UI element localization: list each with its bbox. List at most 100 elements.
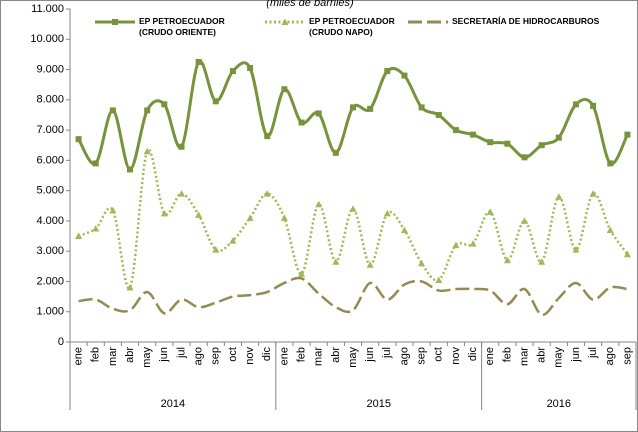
marker <box>555 193 563 200</box>
marker <box>607 160 614 167</box>
marker <box>315 110 322 117</box>
x-tick-label: feb <box>501 347 513 362</box>
x-tick-label: mar <box>107 347 119 366</box>
y-tick-label: 1.000 <box>36 306 64 318</box>
x-tick-label: feb <box>90 347 102 362</box>
x-tick-label: feb <box>295 347 307 362</box>
chart-subtitle: (miles de barriles) <box>266 0 354 9</box>
marker <box>538 142 545 149</box>
marker <box>75 232 83 240</box>
marker <box>487 139 494 146</box>
marker <box>383 209 391 217</box>
y-tick-label: 10.000 <box>30 33 64 45</box>
marker <box>452 241 460 249</box>
marker <box>263 190 271 197</box>
marker <box>332 258 340 265</box>
legend-label: EP PETROECUADOR (CRUDO ORIENTE) <box>139 16 225 37</box>
marker <box>92 224 100 232</box>
marker <box>555 134 562 141</box>
marker <box>212 246 220 253</box>
series-line <box>78 276 628 317</box>
marker <box>590 102 597 109</box>
series-line <box>77 59 629 171</box>
x-tick-label: ene <box>72 347 84 365</box>
marker <box>127 166 134 173</box>
y-tick-label: 5.000 <box>36 185 64 197</box>
marker <box>572 246 580 253</box>
marker <box>109 206 117 214</box>
legend-label: EP PETROECUADOR (CRUDO NAPO) <box>309 16 395 37</box>
marker <box>418 104 425 111</box>
marker <box>177 190 185 197</box>
x-tick-label: ago <box>193 347 205 365</box>
x-tick-label: jul <box>175 347 187 359</box>
x-tick-label: abr <box>124 347 136 363</box>
marker <box>504 140 511 147</box>
y-tick-label: 7.000 <box>36 124 64 136</box>
marker <box>435 111 442 118</box>
marker <box>572 101 579 108</box>
marker <box>281 86 288 93</box>
marker <box>469 240 477 247</box>
marker <box>435 276 443 283</box>
marker <box>212 98 219 105</box>
marker <box>92 160 99 167</box>
x-tick-label: oct <box>433 347 445 362</box>
marker <box>332 149 339 156</box>
marker <box>401 72 408 79</box>
group-label: 2014 <box>161 398 185 410</box>
marker <box>349 205 357 212</box>
marker <box>161 101 168 108</box>
x-tick-label: mar <box>518 347 530 366</box>
marker <box>160 209 168 217</box>
x-tick-label: abr <box>536 347 548 363</box>
x-tick-label: oct <box>227 347 239 362</box>
marker <box>109 107 116 114</box>
x-tick-label: dic <box>261 347 273 362</box>
marker <box>589 190 597 197</box>
x-tick-label: may <box>553 347 565 368</box>
x-tick-label: jul <box>381 347 393 359</box>
marker <box>521 154 528 161</box>
marker <box>538 258 546 265</box>
marker <box>350 104 356 111</box>
legend-label: SECRETARÍA DE HIDROCARBUROS <box>452 16 600 26</box>
x-tick-label: sep <box>621 347 633 365</box>
x-tick-label: sep <box>210 347 222 365</box>
x-tick-label: may <box>347 347 359 368</box>
marker <box>195 211 203 218</box>
marker <box>229 68 236 75</box>
y-tick-label: 11.000 <box>31 3 64 15</box>
marker <box>623 250 631 258</box>
marker <box>195 58 202 65</box>
x-tick-label: nov <box>450 347 462 365</box>
marker <box>606 226 614 233</box>
marker <box>503 256 511 264</box>
marker <box>229 237 237 244</box>
marker <box>280 214 288 221</box>
x-tick-label: dic <box>467 347 479 362</box>
x-tick-label: sep <box>416 347 428 365</box>
x-tick-label: jun <box>158 347 170 363</box>
y-tick-label: 9.000 <box>36 63 64 75</box>
marker <box>400 226 408 233</box>
x-tick-label: jun <box>364 347 376 363</box>
legend-marker <box>112 19 118 25</box>
y-tick-label: 2.000 <box>36 275 64 287</box>
marker <box>452 127 459 134</box>
marker <box>126 284 134 291</box>
x-tick-label: abr <box>330 347 342 363</box>
marker <box>246 214 254 221</box>
marker <box>367 105 374 112</box>
y-tick-label: 3.000 <box>36 245 64 257</box>
x-tick-label: nov <box>244 347 256 365</box>
legend-marker <box>281 18 289 25</box>
x-tick-label: jun <box>570 347 582 363</box>
x-tick-label: jul <box>587 347 599 359</box>
x-tick-label: mar <box>313 347 325 366</box>
y-tick-label: 6.000 <box>36 154 64 166</box>
marker <box>521 217 529 224</box>
group-label: 2015 <box>366 398 390 410</box>
marker <box>366 261 374 268</box>
